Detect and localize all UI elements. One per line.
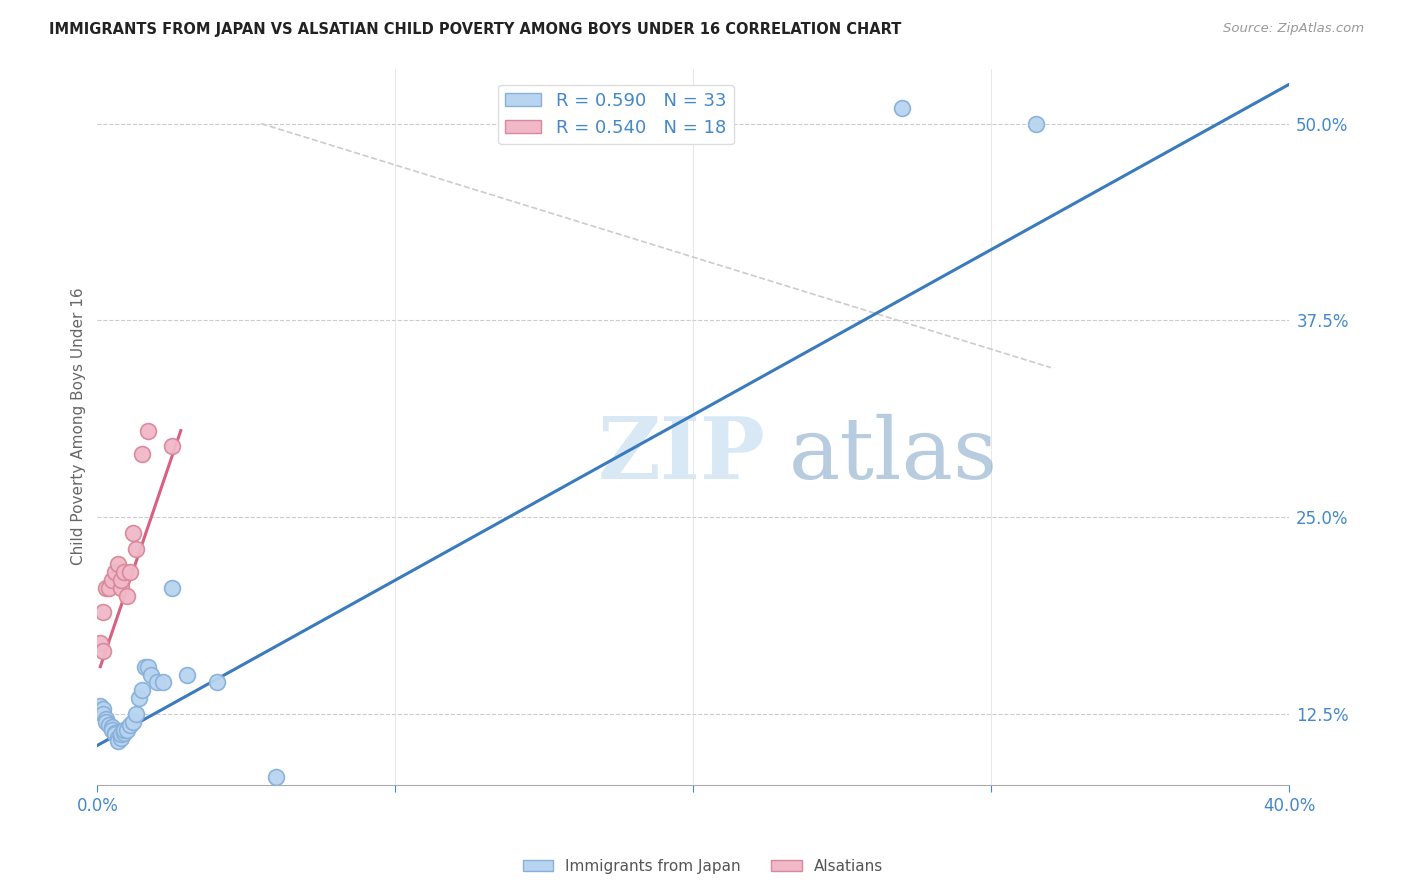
Point [101,719,124,733]
Text: IMMIGRANTS FROM JAPAN VS ALSATIAN CHILD POVERTY AMONG BOYS UNDER 16 CORRELATION : IMMIGRANTS FROM JAPAN VS ALSATIAN CHILD … [49,22,901,37]
Point [146,675,169,690]
Point [104,726,127,740]
Point [131,683,153,698]
Point [134,659,156,673]
Point [104,566,127,580]
Point [125,706,148,721]
Point [98,718,121,732]
Point [107,558,129,572]
Point [122,714,145,729]
Point [112,723,135,737]
Text: atlas: atlas [789,414,998,497]
Point [176,667,198,681]
Point [120,718,142,732]
Point [107,733,129,747]
Point [91,644,114,658]
Legend: Immigrants from Japan, Alsatians: Immigrants from Japan, Alsatians [516,853,890,880]
Point [131,447,153,461]
Point [112,566,135,580]
Point [136,659,159,673]
Point [91,706,114,721]
Point [115,723,138,737]
Y-axis label: Child Poverty Among Boys Under 16: Child Poverty Among Boys Under 16 [72,288,86,566]
Point [152,675,174,690]
Point [112,726,135,740]
Text: Source: ZipAtlas.com: Source: ZipAtlas.com [1223,22,1364,36]
Point [96,714,118,729]
Point [91,702,114,716]
Point [110,727,132,741]
Point [110,731,132,745]
Point [890,101,912,115]
Point [98,581,121,595]
Point [160,439,183,453]
Point [101,573,124,587]
Point [110,573,132,587]
Point [101,723,124,737]
Point [139,667,162,681]
Point [1025,117,1047,131]
Point [128,691,150,706]
Point [136,424,159,438]
Point [264,770,287,784]
Point [91,605,114,619]
Point [120,566,142,580]
Point [107,731,129,745]
Point [115,589,138,603]
Point [122,525,145,540]
Point [160,581,183,595]
Point [110,581,132,595]
Legend: R = 0.590   N = 33, R = 0.540   N = 18: R = 0.590 N = 33, R = 0.540 N = 18 [498,85,734,145]
Point [125,541,148,556]
Point [96,712,118,726]
Text: ZIP: ZIP [598,413,766,497]
Point [89,699,111,714]
Point [96,581,118,595]
Point [205,675,228,690]
Point [104,727,127,741]
Point [89,636,111,650]
